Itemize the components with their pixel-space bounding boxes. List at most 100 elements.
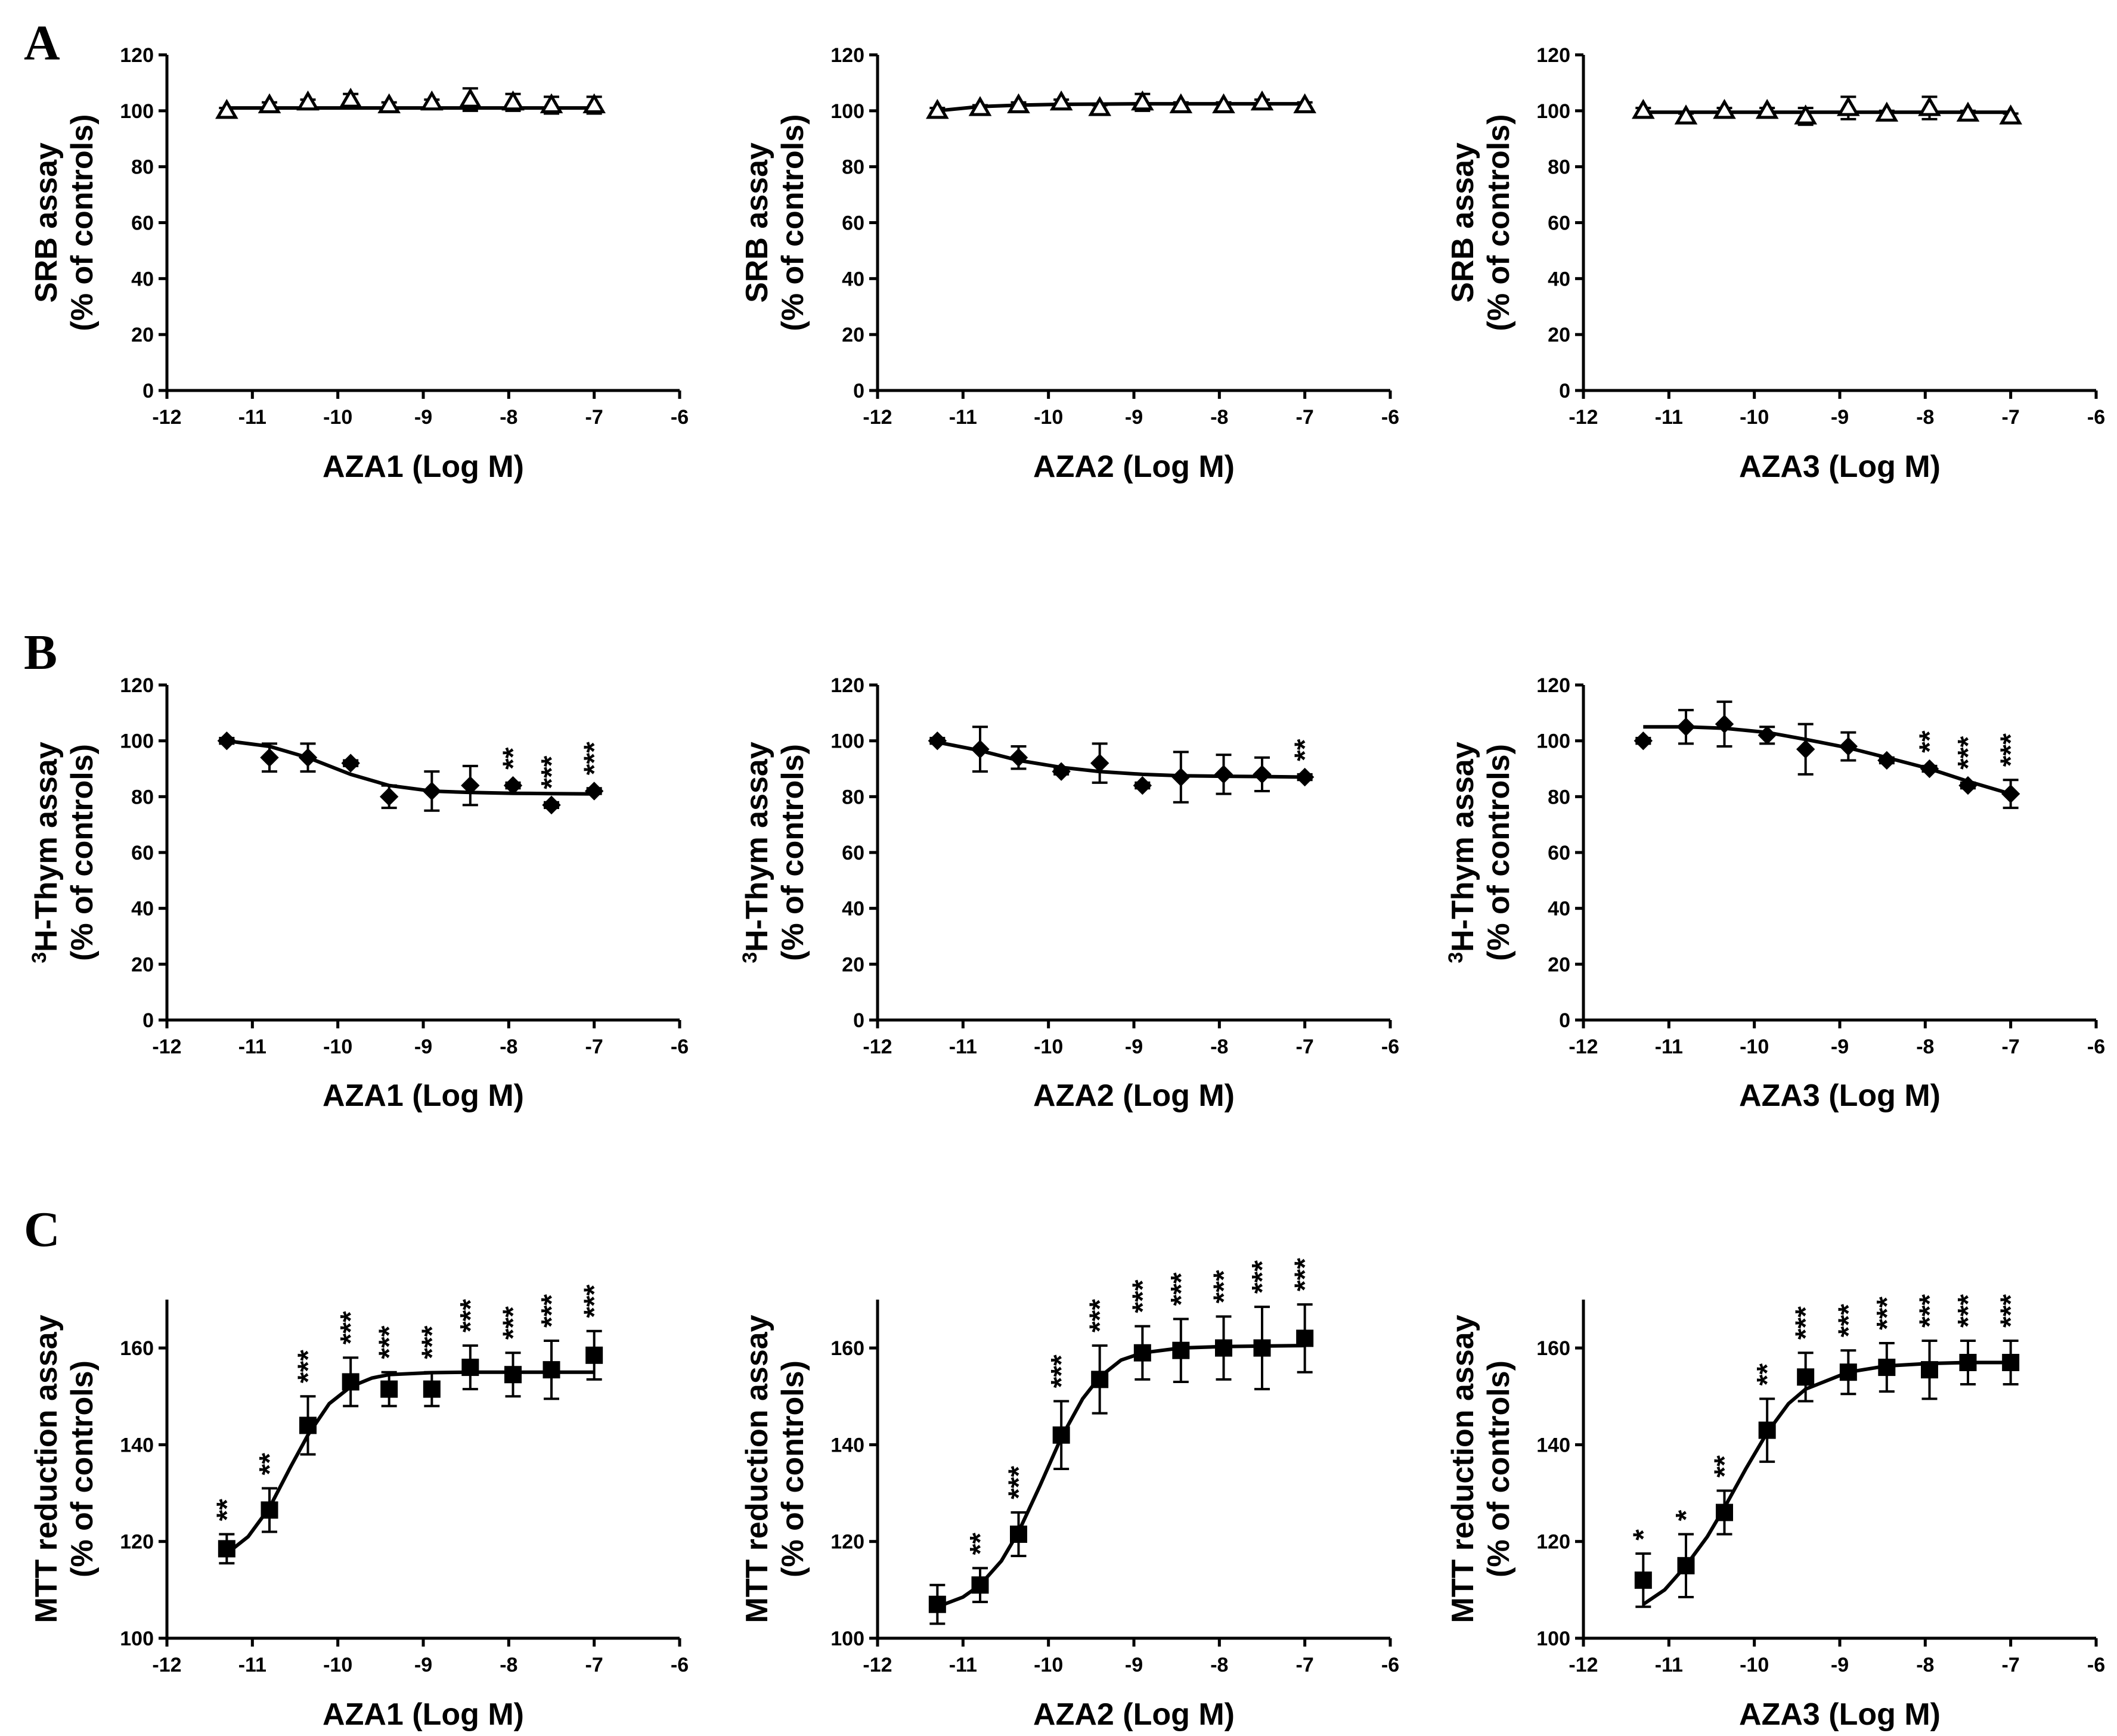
significance-stars: *** — [1003, 1466, 1035, 1499]
x-tick-label: -11 — [1655, 1036, 1683, 1058]
panel-8: 100 120 140 160 -12 -11 -10 -9 -8 -7 -6 AZA2 (Log M… — [740, 1258, 1399, 1732]
data-point — [968, 96, 992, 116]
x-tick-label: -6 — [1381, 406, 1399, 429]
x-tick-label: -10 — [323, 1654, 352, 1676]
data-point — [1052, 1426, 1070, 1444]
data-point — [928, 1595, 946, 1613]
data-point — [1007, 93, 1030, 113]
x-tick-label: -12 — [1569, 1654, 1598, 1676]
y-tick-label: 120 — [1536, 44, 1570, 67]
x-tick-label: -8 — [1210, 1036, 1228, 1058]
data-point — [1797, 1368, 1815, 1386]
data-point — [1091, 1371, 1109, 1388]
x-tick-label: -12 — [863, 1036, 892, 1058]
significance-stars: *** — [1790, 1306, 1822, 1340]
data-point — [299, 1416, 317, 1434]
y-tick-label: 0 — [1559, 380, 1570, 402]
significance-stars: *** — [1952, 1294, 1984, 1328]
x-tick-label: -9 — [414, 406, 432, 429]
y-tick-label: 80 — [1548, 156, 1570, 179]
x-axis-label: AZA2 (Log M) — [1033, 1078, 1235, 1113]
significance-stars: *** — [1952, 736, 1984, 770]
significance-stars: *** — [498, 1306, 529, 1340]
data-point — [1215, 1339, 1232, 1357]
panel-2: 0 20 40 60 80 100 120 -12 -11 -10 -9 -8 -7 -6 AZA2 (Lo… — [740, 44, 1399, 484]
fit-curve — [226, 739, 594, 796]
significance-stars: *** — [1084, 1299, 1116, 1332]
data-point — [1676, 717, 1696, 736]
data-point — [971, 1576, 989, 1594]
x-tick-label: -6 — [2087, 1654, 2105, 1676]
y-tick-label: 120 — [120, 674, 154, 697]
data-point — [339, 88, 362, 108]
data-point — [1049, 90, 1073, 111]
significance-stars: *** — [335, 1311, 367, 1344]
y-tick-label: 120 — [1536, 674, 1570, 697]
data-point — [261, 1501, 278, 1519]
x-tick-label: -8 — [1916, 1654, 1934, 1676]
y-tick-label: 20 — [842, 324, 864, 346]
y-axis-label: SRB assay — [1446, 142, 1480, 303]
x-tick-label: -7 — [2002, 1654, 2020, 1676]
data-point — [458, 88, 482, 108]
x-axis-label: AZA3 (Log M) — [1739, 450, 1941, 484]
x-tick-label: -8 — [500, 1654, 517, 1676]
y-tick-label: 140 — [830, 1434, 864, 1456]
data-point — [1214, 765, 1233, 784]
y-tick-label: 40 — [131, 898, 154, 920]
significance-stars: * — [1628, 1529, 1659, 1540]
significance-stars: *** — [1995, 733, 2027, 767]
y-tick-label: 80 — [842, 786, 864, 808]
data-point — [542, 795, 561, 815]
x-tick-label: -8 — [1210, 1654, 1228, 1676]
x-tick-label: -6 — [671, 406, 689, 429]
y-tick-label: 100 — [120, 1628, 154, 1650]
data-point — [1839, 1363, 1857, 1381]
data-point — [926, 98, 949, 119]
x-tick-label: -10 — [1034, 1654, 1063, 1676]
x-tick-label: -12 — [152, 406, 181, 429]
data-point — [503, 776, 523, 795]
y-tick-label: 140 — [120, 1434, 154, 1456]
y-axis-label: (% of controls) — [1481, 114, 1516, 331]
y-tick-label: 20 — [131, 324, 154, 346]
x-tick-label: -8 — [1210, 406, 1228, 429]
y-axis-label: SRB assay — [29, 142, 64, 303]
y-tick-label: 100 — [830, 1628, 864, 1650]
significance-stars: *** — [1871, 1297, 1903, 1330]
data-point — [1839, 737, 1858, 756]
panel-1: A 0 20 40 60 80 100 120 -12 -11 -10 -9 -8 -7 -6 AZA1 (L… — [24, 16, 689, 484]
y-tick-label: 0 — [853, 380, 864, 402]
significance-stars: ** — [1752, 1363, 1783, 1386]
x-axis-label: AZA2 (Log M) — [1033, 1697, 1235, 1732]
x-tick-label: -11 — [1655, 1654, 1683, 1676]
y-tick-label: 100 — [120, 100, 154, 123]
y-tick-label: 160 — [1536, 1337, 1570, 1360]
fit-curve — [1643, 725, 2011, 796]
data-point — [585, 1346, 603, 1364]
x-tick-label: -7 — [2002, 406, 2020, 429]
y-tick-label: 40 — [842, 268, 864, 290]
data-point — [1878, 1359, 1896, 1377]
data-point — [1090, 754, 1109, 773]
data-point — [1295, 767, 1315, 787]
x-tick-label: -11 — [238, 1036, 266, 1058]
data-point — [377, 93, 401, 113]
data-point — [2002, 1353, 2020, 1371]
data-point — [1956, 101, 1980, 122]
data-point — [423, 1380, 441, 1398]
data-point — [543, 1361, 560, 1379]
significance-stars: *** — [293, 1350, 324, 1383]
data-point — [1253, 765, 1272, 784]
y-axis-label: MTT reduction assay — [740, 1315, 774, 1623]
panel-4: B 0 20 40 60 80 100 120 -12 -11 -10 -9 -8 -7 -6 AZA1 (L… — [24, 625, 689, 1113]
x-tick-label: -12 — [1569, 1036, 1598, 1058]
data-point — [1632, 98, 1655, 119]
data-point — [298, 748, 318, 767]
data-point — [1677, 1557, 1695, 1574]
panel-letter: A — [24, 16, 60, 71]
panel-letter: B — [24, 625, 57, 680]
y-tick-label: 20 — [131, 953, 154, 976]
y-tick-label: 0 — [142, 1009, 154, 1032]
x-tick-label: -10 — [1740, 1654, 1769, 1676]
